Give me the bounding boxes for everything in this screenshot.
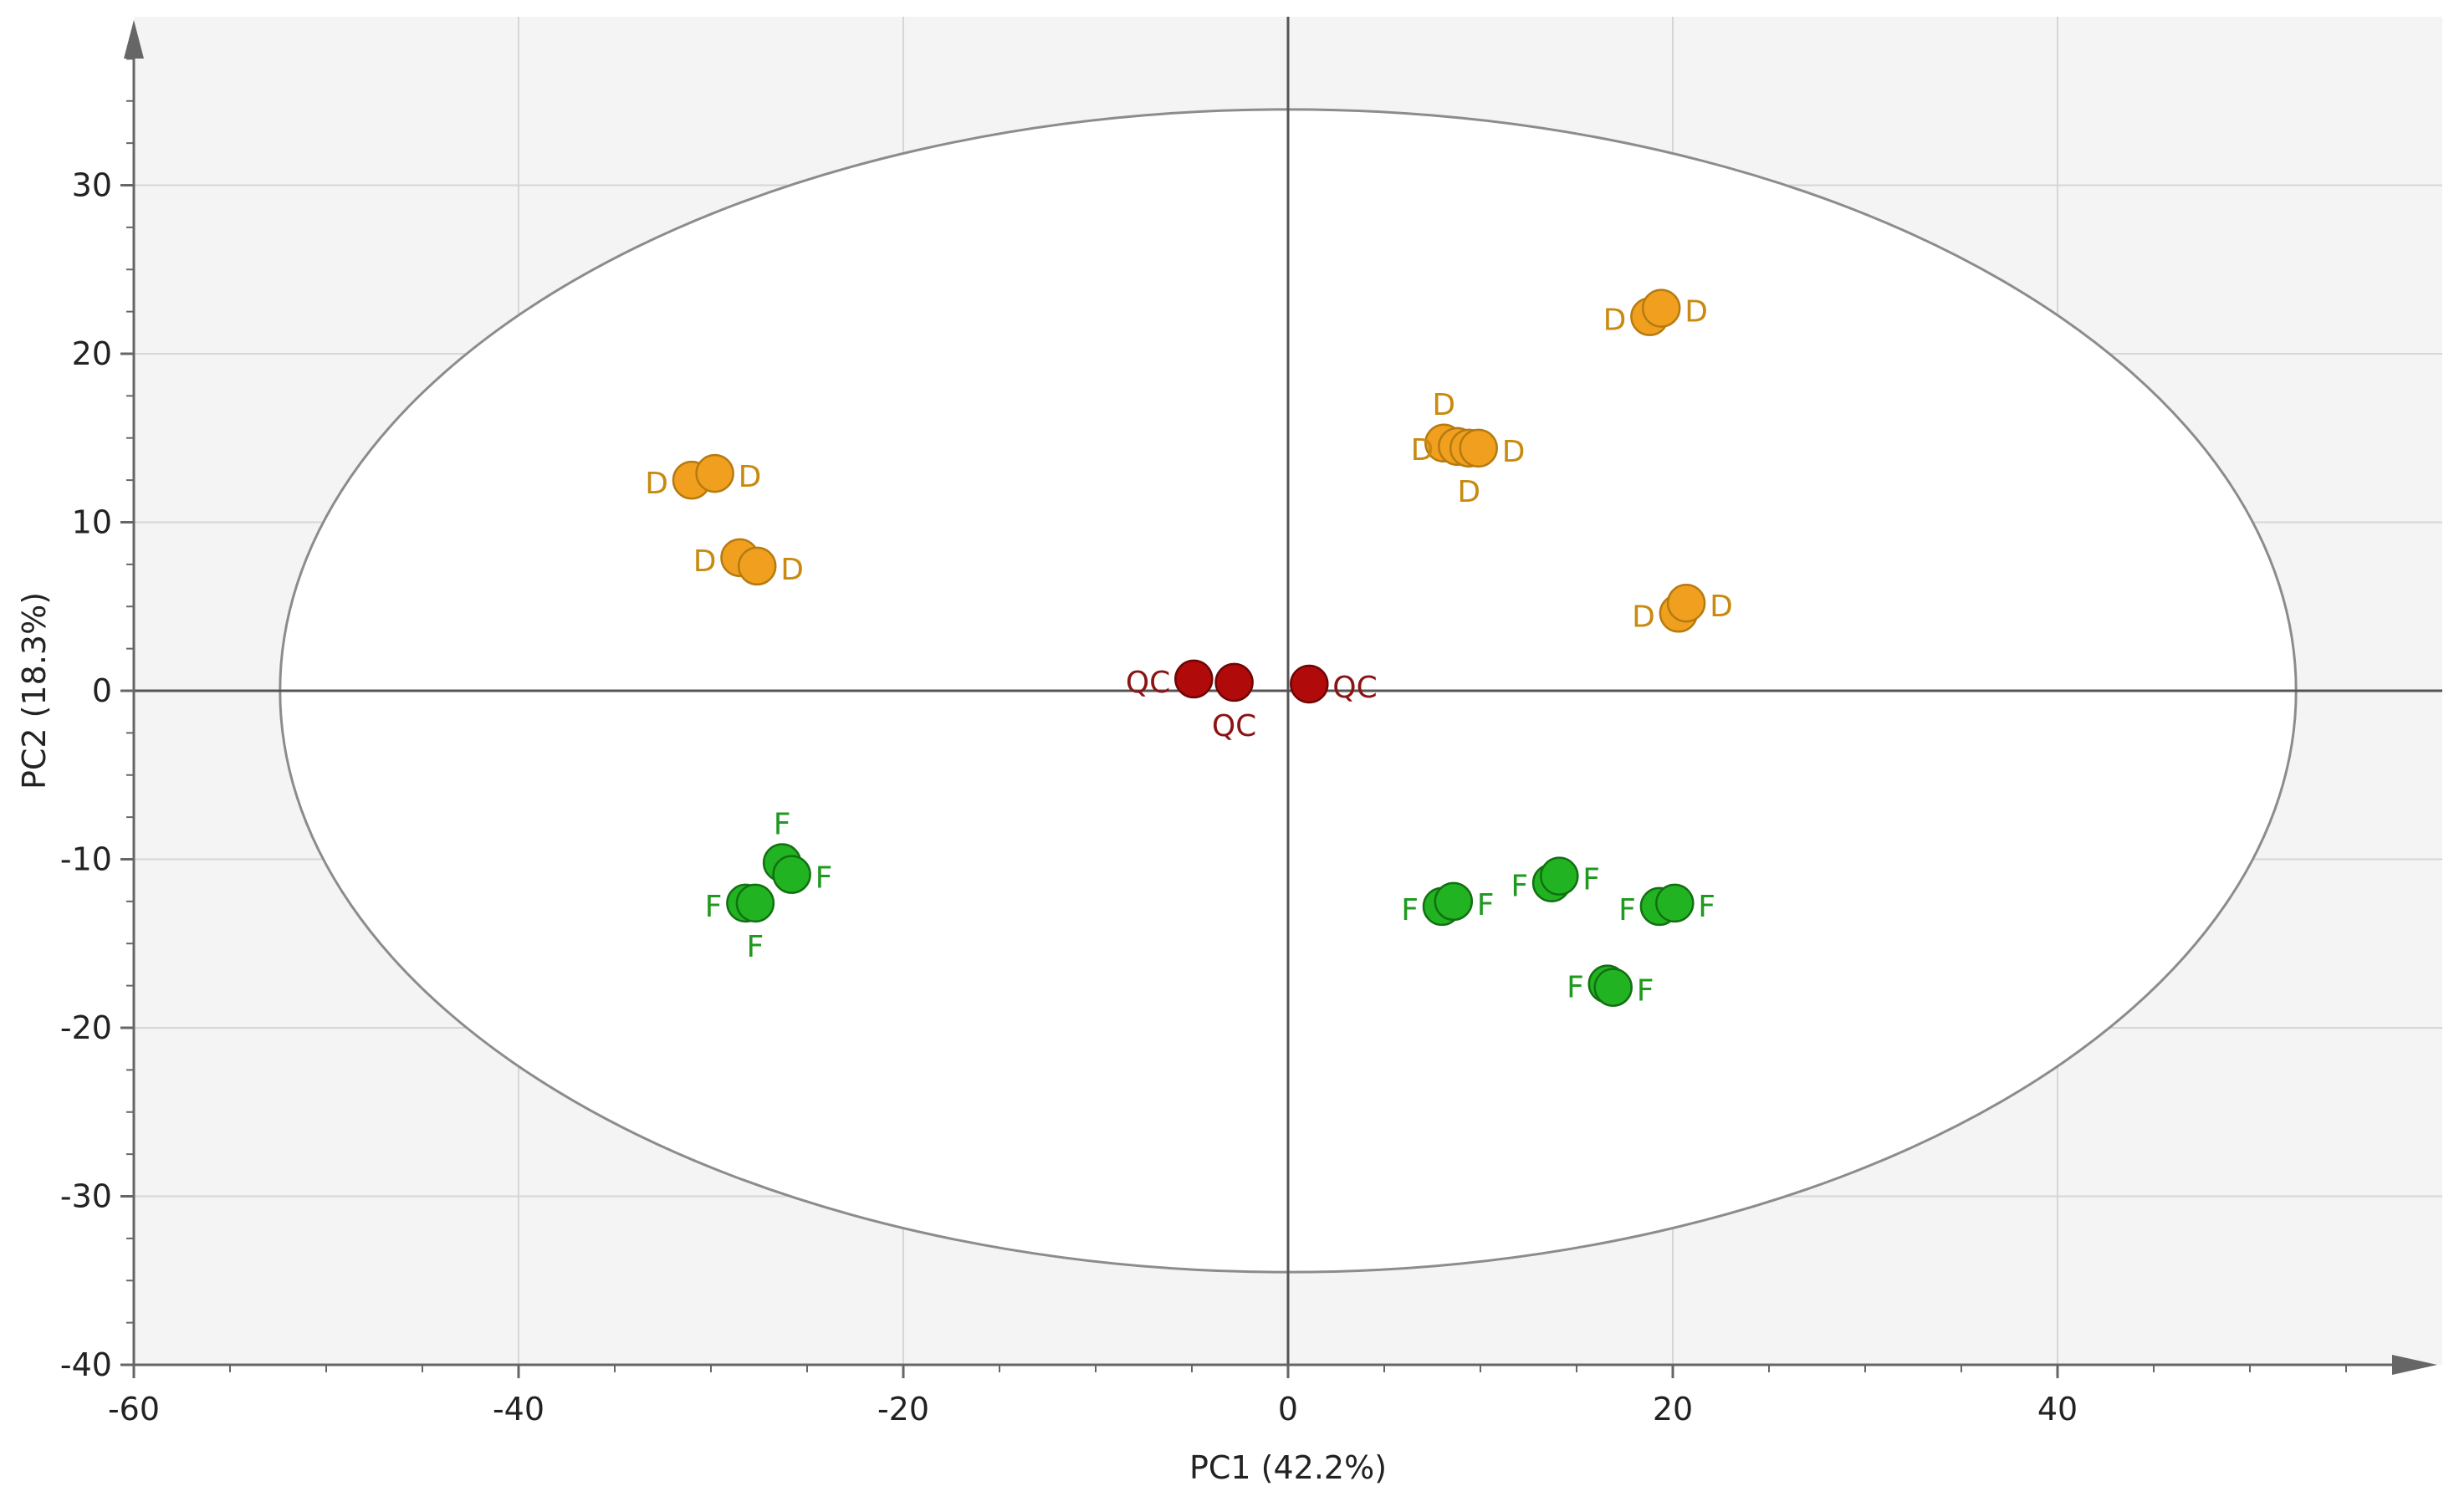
y-tick-label: -10 <box>60 841 112 878</box>
point-label-d: D <box>1684 295 1708 329</box>
point-label-d: D <box>1632 600 1655 634</box>
zero-lines <box>134 17 2442 1365</box>
point-f <box>735 883 775 923</box>
point-d <box>737 546 777 586</box>
point-d <box>1459 428 1498 468</box>
point-label-d: D <box>1432 388 1455 422</box>
x-tick-label: 0 <box>1278 1391 1298 1428</box>
point-label-f: F <box>1637 974 1654 1009</box>
point-label-f: F <box>1582 863 1600 897</box>
y-tick-label: 30 <box>72 167 112 204</box>
point-qc <box>1174 659 1214 699</box>
x-axis-arrow-icon <box>2392 1355 2437 1375</box>
x-tick-label: 40 <box>2037 1391 2078 1428</box>
point-label-d: D <box>693 544 717 579</box>
point-label-f: F <box>1477 888 1495 922</box>
point-d <box>1641 289 1681 328</box>
point-label-d: D <box>1502 435 1526 469</box>
y-axis-title: PC2 (18.3%) <box>16 592 53 789</box>
point-label-d: D <box>1457 475 1480 509</box>
point-label-qc: QC <box>1126 666 1170 700</box>
data-points <box>672 289 1706 1007</box>
x-tick-label: -60 <box>108 1391 160 1428</box>
point-label-f: F <box>1618 893 1636 927</box>
point-label-f: F <box>1401 893 1419 927</box>
point-f <box>1434 881 1474 922</box>
point-d <box>1666 583 1706 623</box>
point-f <box>1540 856 1579 896</box>
x-tick-label: -20 <box>877 1391 929 1428</box>
point-label-d: D <box>1603 304 1627 338</box>
y-tick-label: -20 <box>60 1009 112 1046</box>
x-axis-title: PC1 (42.2%) <box>1189 1449 1387 1486</box>
point-label-f: F <box>1698 890 1715 924</box>
x-tick-label: -40 <box>493 1391 544 1428</box>
point-label-d: D <box>1411 433 1434 467</box>
point-label-d: D <box>645 467 668 501</box>
point-f <box>1655 883 1695 923</box>
y-tick-label: -40 <box>60 1346 112 1383</box>
point-label-d: D <box>739 460 762 494</box>
y-tick-label: 10 <box>72 504 112 541</box>
point-label-f: F <box>747 930 764 964</box>
point-label-f: F <box>1567 971 1584 1005</box>
y-tick-label: -30 <box>60 1178 112 1215</box>
point-label-f: F <box>815 861 833 896</box>
point-label-qc: QC <box>1332 671 1377 705</box>
y-tick-label: 20 <box>72 335 112 372</box>
point-label-f: F <box>705 890 723 924</box>
axes: -60 -40 -20 0 20 40 -40 -30 -20 -10 0 10 20 30 <box>60 20 2437 1428</box>
y-tick-label: 0 <box>92 672 112 709</box>
point-label-f: F <box>774 808 791 842</box>
point-qc <box>1290 664 1329 704</box>
y-axis-arrow-icon <box>124 20 144 59</box>
point-label-d: D <box>1710 590 1733 624</box>
point-label-f: F <box>1511 870 1528 904</box>
point-f <box>1593 968 1633 1007</box>
point-label-d: D <box>780 553 804 587</box>
x-tick-label: 20 <box>1653 1391 1693 1428</box>
point-f <box>772 855 811 894</box>
point-label-qc: QC <box>1212 709 1256 743</box>
point-qc <box>1214 662 1254 702</box>
point-d <box>695 453 734 493</box>
